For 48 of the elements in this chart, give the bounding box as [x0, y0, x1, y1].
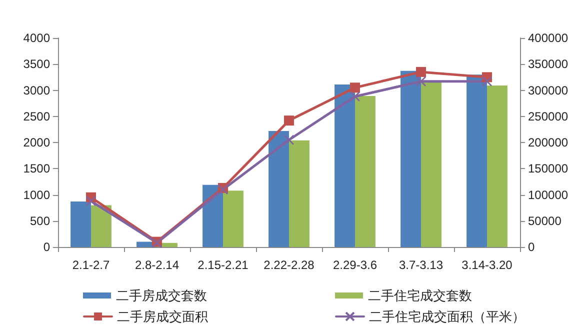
legend-label: 二手房成交套数 [116, 288, 207, 303]
bar [70, 202, 91, 247]
point [416, 76, 426, 87]
y-tick-label: 3000 [23, 83, 50, 98]
point [350, 82, 360, 93]
bar [268, 131, 289, 247]
y-tick-label: 3500 [23, 57, 50, 72]
bar [289, 140, 310, 247]
x-tick-label: 3.7-3.13 [398, 258, 444, 272]
y-tick-label: 4000 [23, 31, 50, 45]
bar [202, 184, 223, 247]
bar [334, 84, 355, 247]
legend-label: 二手住宅成交面积（平米） [369, 309, 525, 324]
y-tick-label: 2500 [23, 109, 50, 124]
bar [487, 86, 508, 247]
bar [466, 74, 487, 247]
point [284, 116, 294, 126]
point [416, 66, 426, 77]
x-tick-label: 2.1-2.7 [72, 258, 110, 272]
y-tick-label: 1500 [23, 162, 50, 176]
legend-label: 二手住宅成交套数 [368, 288, 472, 303]
point [350, 91, 360, 102]
bar [223, 190, 244, 247]
x-tick-label: 3.14-3.20 [462, 258, 513, 272]
y-tick-label: 500 [30, 214, 50, 228]
x-tick-label: 2.15-2.21 [198, 258, 249, 272]
point [482, 76, 492, 87]
y2-tick-label: 100000 [528, 188, 568, 202]
y2-tick-label: 200000 [528, 136, 568, 150]
y2-tick-label: 150000 [528, 162, 568, 176]
bar [91, 205, 112, 247]
bar [421, 82, 442, 247]
y-tick-label: 2000 [23, 136, 50, 150]
y2-tick-label: 300000 [528, 83, 568, 98]
point [86, 196, 96, 206]
legend-label: 二手房成交面积 [117, 309, 208, 324]
x-tick-label: 2.22-2.28 [264, 258, 315, 272]
x-tick-label: 2.8-2.14 [134, 258, 180, 272]
y2-tick-label: 0 [528, 240, 535, 254]
y-tick-label: 1000 [23, 188, 50, 202]
y2-tick-label: 400000 [528, 31, 568, 45]
x-tick-label: 2.29-3.6 [332, 258, 378, 272]
y2-tick-label: 350000 [528, 57, 568, 72]
y2-tick-label: 50000 [528, 214, 562, 228]
y-tick-label: 0 [43, 240, 50, 254]
bar [355, 96, 376, 247]
y2-tick-label: 250000 [528, 109, 568, 124]
bar [400, 70, 421, 247]
